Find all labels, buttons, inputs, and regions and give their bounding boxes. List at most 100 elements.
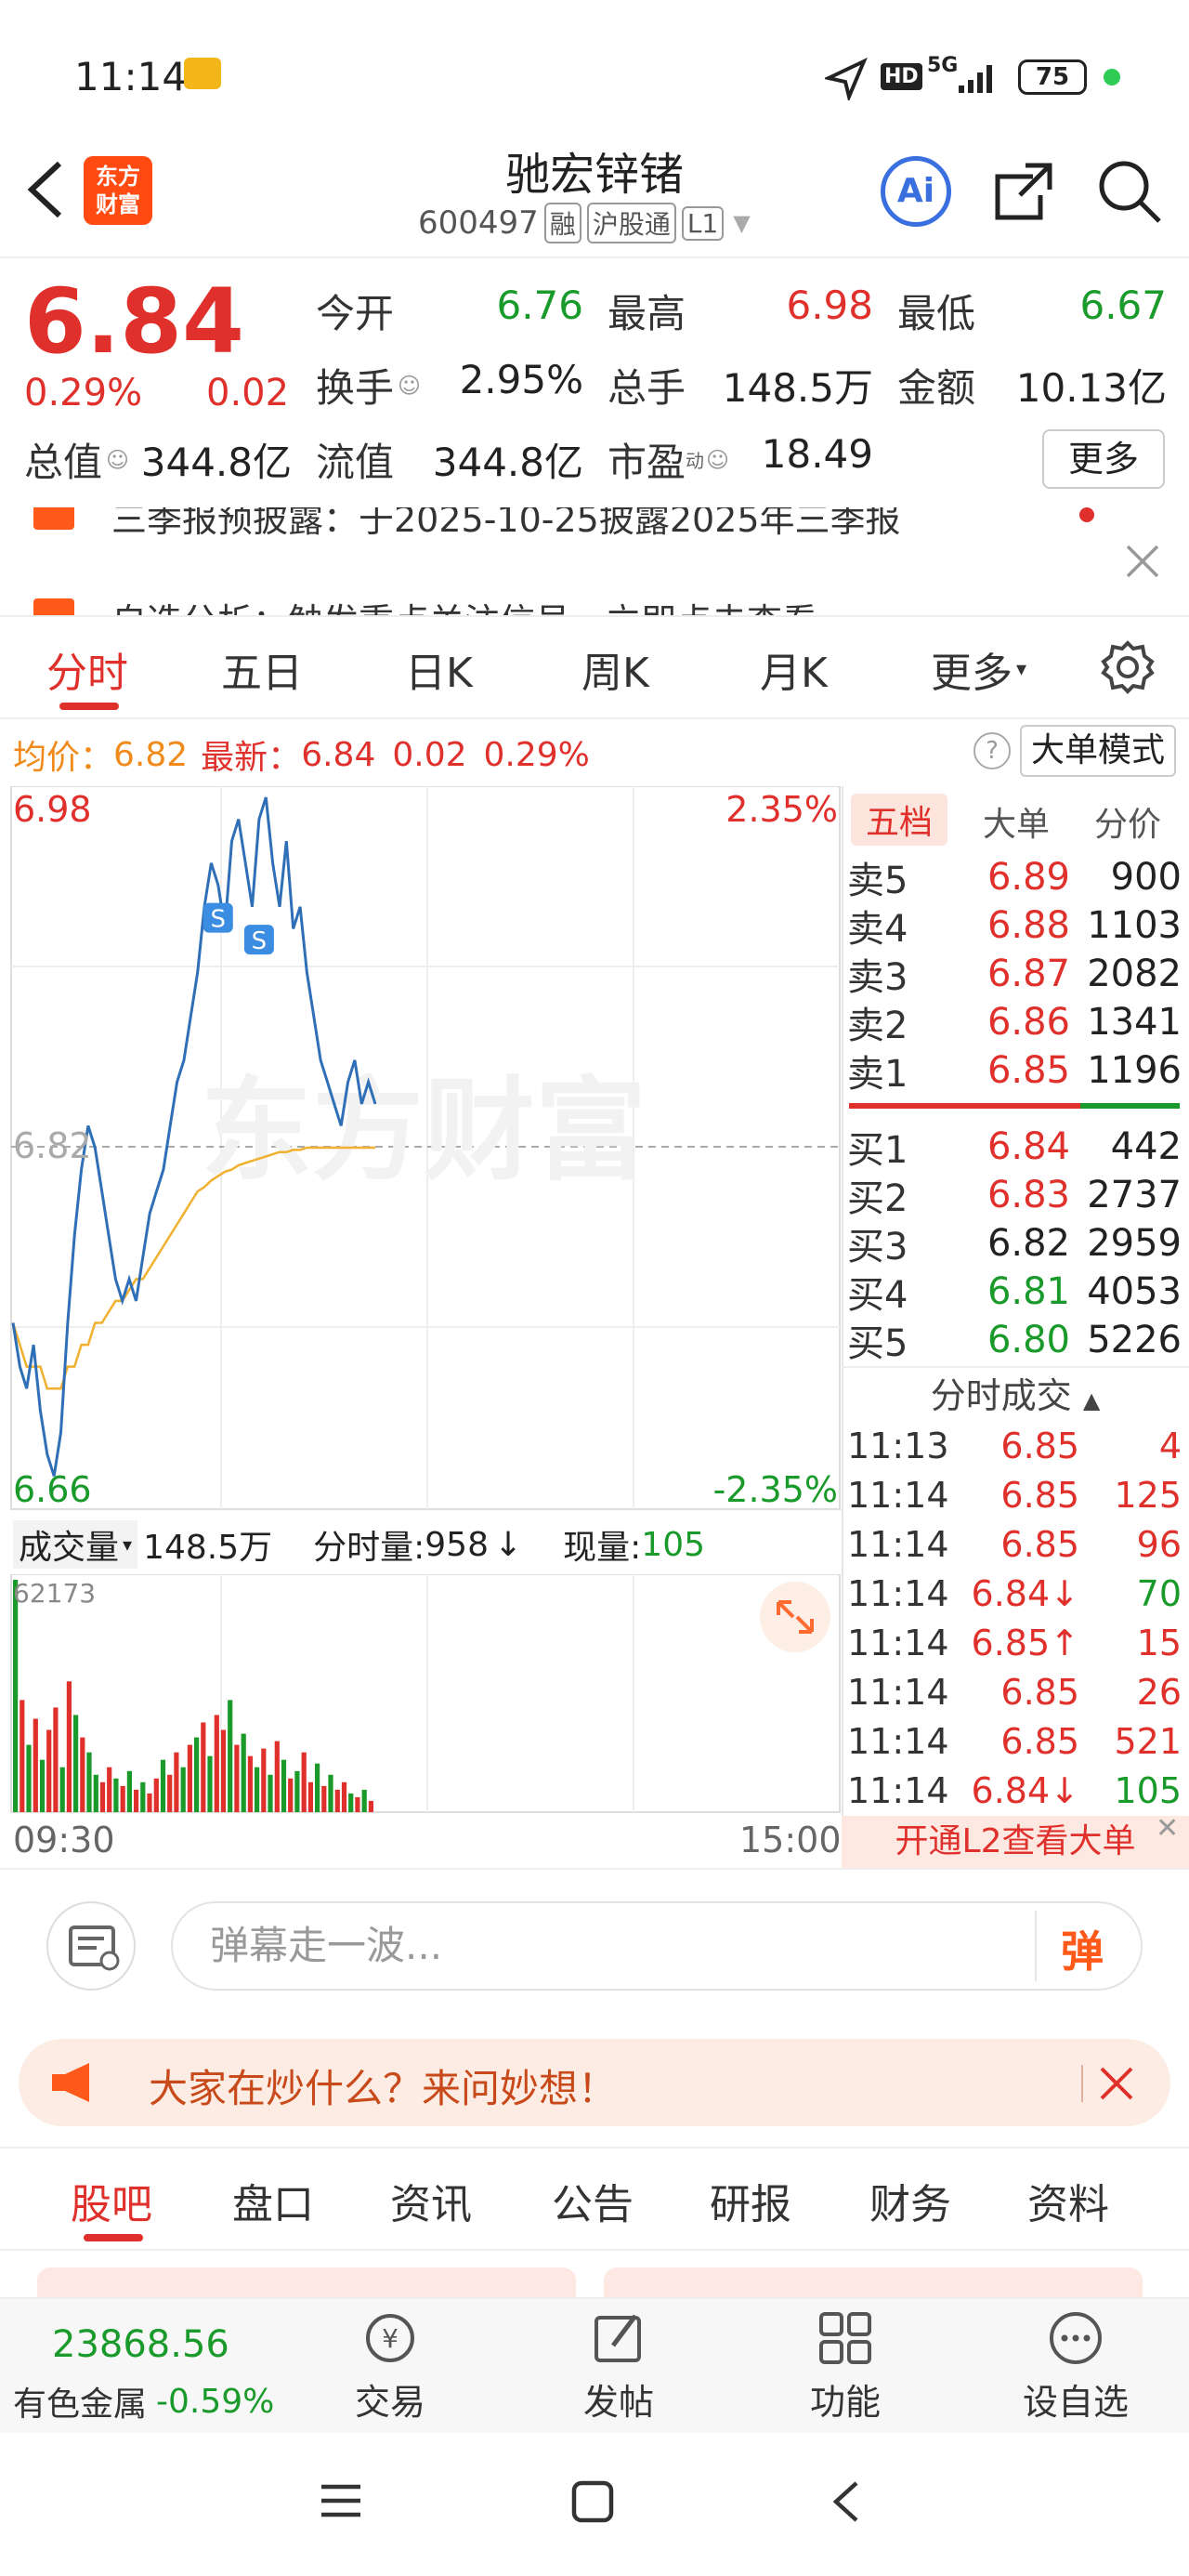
nav-add-watchlist[interactable]: 设自选 <box>1011 2308 1141 2425</box>
ai-button[interactable]: Ai <box>881 156 951 227</box>
latest-label: 最新： <box>201 739 302 777</box>
tab-market[interactable]: 盘口 <box>232 2181 314 2228</box>
tab-profile[interactable]: 资料 <box>1027 2181 1109 2228</box>
share-icon[interactable] <box>992 158 1057 223</box>
ask-row[interactable]: 卖4 6.88 1103 <box>847 901 1182 951</box>
tab-research[interactable]: 研报 <box>710 2181 791 2228</box>
tab-5day[interactable]: 五日 <box>221 650 303 697</box>
volume-bar <box>241 1733 246 1812</box>
news-ticker[interactable]: 三季报预披露：于2025-10-25披露2025年三季报 自选分析：触发重点关注… <box>0 507 1189 615</box>
ask-banner[interactable] <box>19 2039 1170 2126</box>
tab-big-orders[interactable]: 大单 <box>983 806 1051 844</box>
danmaku-input[interactable]: 弹幕走一波... <box>171 1901 1143 1991</box>
stock-subtitle[interactable]: 600497 融 沪股通 L1 ▼ <box>418 203 751 243</box>
close-icon[interactable] <box>1098 2065 1135 2102</box>
more-button[interactable]: 更多 <box>1042 429 1165 489</box>
volume-bar <box>134 1789 139 1812</box>
volume-bar <box>207 1755 213 1812</box>
bid-row[interactable]: 买1 6.84 442 <box>847 1123 1182 1172</box>
ask-row[interactable]: 卖1 6.85 1196 <box>847 1046 1182 1096</box>
tab-monthly-k[interactable]: 月K <box>760 650 828 697</box>
bid-row[interactable]: 买2 6.83 2737 <box>847 1171 1182 1220</box>
volume-bar <box>220 1729 227 1812</box>
close-icon[interactable] <box>1124 543 1161 580</box>
watermark: 东方财富 <box>201 1067 647 1196</box>
avg-label: 均价： <box>13 739 114 777</box>
tick-row: 11:14 6.84↓ 70 <box>847 1570 1182 1618</box>
float-value: 344.8亿 <box>432 440 583 485</box>
app-logo[interactable]: 东方 财富 <box>84 156 152 225</box>
back-icon[interactable] <box>24 160 65 219</box>
volume-selector[interactable]: 成交量 ▾ <box>13 1520 138 1569</box>
chevron-down-icon: ▼ <box>733 210 751 236</box>
volume-bar <box>228 1700 233 1812</box>
pct-low-label: -2.35% <box>713 1469 838 1510</box>
help-icon[interactable]: ? <box>973 732 1011 769</box>
danmaku-settings-button[interactable] <box>46 1901 136 1991</box>
tick-price: 6.84↓ <box>971 1770 1079 1811</box>
menu-icon[interactable] <box>320 2481 362 2520</box>
danmaku-send-button[interactable]: 弹 <box>1061 1926 1104 1977</box>
tab-forum[interactable]: 股吧 <box>71 2181 152 2228</box>
tab-five-levels[interactable]: 五档 <box>851 794 948 846</box>
ask-row[interactable]: 卖5 6.89 900 <box>847 853 1182 902</box>
info-icon[interactable]: ☺ <box>106 446 130 473</box>
tick-volume: 70 <box>1136 1573 1182 1614</box>
l2-upgrade-banner[interactable]: 开通L2查看大单 <box>842 1816 1189 1868</box>
nav-post[interactable]: 发帖 <box>554 2308 684 2425</box>
tab-more[interactable]: 更多 ▾ <box>931 639 1026 699</box>
close-icon[interactable]: ✕ <box>1156 1812 1180 1845</box>
bid-row[interactable]: 买3 6.82 2959 <box>847 1219 1182 1268</box>
tab-daily-k[interactable]: 日K <box>405 650 473 697</box>
signal-icon <box>959 65 992 93</box>
tab-intraday[interactable]: 分时 <box>46 650 128 697</box>
volume-bar <box>328 1774 333 1812</box>
bid-row[interactable]: 买4 6.81 4053 <box>847 1268 1182 1317</box>
back-nav-icon[interactable] <box>829 2479 862 2524</box>
search-icon[interactable] <box>1096 158 1163 225</box>
nav-trade[interactable]: ¥ 交易 <box>325 2308 455 2425</box>
tab-news[interactable]: 资讯 <box>390 2181 472 2228</box>
orderbook-panel-border <box>842 786 843 1868</box>
nav-functions[interactable]: 功能 <box>780 2308 910 2425</box>
more-dots-icon <box>1050 2312 1102 2364</box>
bid-row[interactable]: 买5 6.80 5226 <box>847 1316 1182 1365</box>
sell-marker[interactable]: S <box>203 902 233 934</box>
volume-bar <box>93 1774 98 1812</box>
volume-bar <box>261 1748 267 1812</box>
index-info[interactable]: 有色金属 -0.59% <box>13 2377 274 2425</box>
index-value[interactable]: 23868.56 <box>52 2323 229 2366</box>
info-icon[interactable]: ☺ <box>398 372 422 399</box>
level-volume: 2959 <box>1087 1222 1182 1265</box>
float-label: 流值 <box>316 440 395 485</box>
news-line-1[interactable]: 三季报预披露：于2025-10-25披露2025年三季报 <box>111 507 901 540</box>
info-icon[interactable]: ☺ <box>706 446 730 473</box>
settings-gear-icon[interactable] <box>1100 639 1156 695</box>
volume-chart[interactable]: 62173 <box>0 1574 842 1814</box>
tab-price-distribution[interactable]: 分价 <box>1094 806 1162 844</box>
ticks-title: 分时成交 <box>930 1375 1072 1416</box>
high-value: 6.98 <box>786 283 873 328</box>
tab-announcements[interactable]: 公告 <box>552 2181 634 2228</box>
tab-finance[interactable]: 财务 <box>869 2181 951 2228</box>
ticks-title-row[interactable]: 分时成交 ▲ <box>842 1366 1189 1422</box>
volume-bar <box>33 1718 38 1812</box>
volume-bar <box>120 1785 125 1812</box>
volume-label: 总手 <box>608 365 686 411</box>
latest-pct: 0.29% <box>483 735 590 774</box>
news-line-2[interactable]: 自选分析：触发重点关注信号，立即点击查看 <box>111 593 817 615</box>
level-volume: 1341 <box>1087 1001 1182 1044</box>
expand-button[interactable] <box>760 1582 830 1652</box>
volume-bar <box>368 1800 373 1812</box>
big-order-mode-button[interactable]: 大单模式 <box>1020 725 1176 777</box>
tab-weekly-k[interactable]: 周K <box>581 650 649 697</box>
volume-header: 成交量 ▾ 148.5万 分时量: 958 ↓ 现量: 105 <box>13 1520 705 1569</box>
home-icon[interactable] <box>570 2479 615 2524</box>
ask-banner-text[interactable]: 大家在炒什么？来问妙想！ <box>149 2066 618 2111</box>
sell-marker[interactable]: S <box>243 925 274 955</box>
ask-row[interactable]: 卖3 6.87 2082 <box>847 950 1182 999</box>
ask-row[interactable]: 卖2 6.86 1341 <box>847 998 1182 1047</box>
index-name: 有色金属 <box>13 2385 148 2424</box>
intraday-chart[interactable]: 东方财富 SS 6.98 6.82 6.66 2.35% -2.35% <box>0 786 842 1511</box>
tab-more-label: 更多 <box>931 650 1013 697</box>
